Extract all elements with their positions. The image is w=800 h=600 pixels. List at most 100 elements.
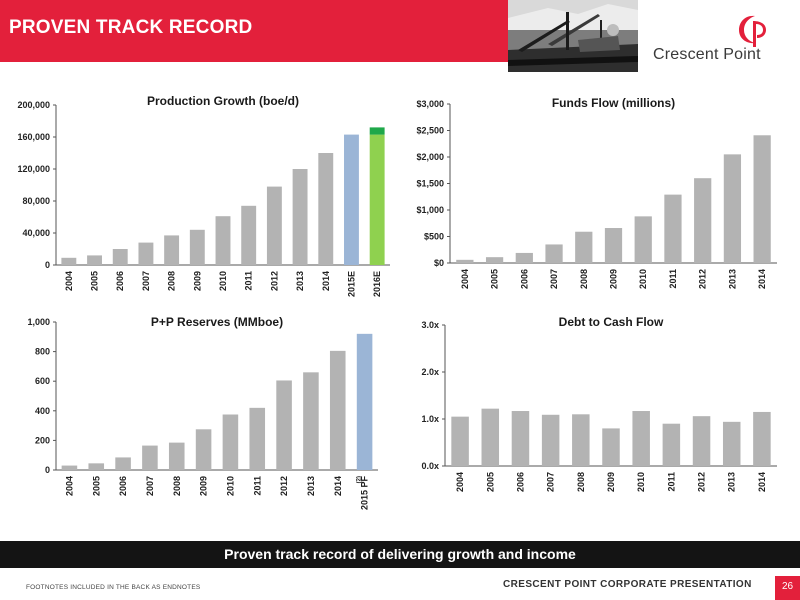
presentation-label: CRESCENT POINT CORPORATE PRESENTATION <box>503 579 752 590</box>
x-tick-label: 2007 <box>549 269 559 289</box>
bar <box>456 259 474 263</box>
bar <box>694 178 712 263</box>
x-tick-label: 2009 <box>192 271 202 291</box>
x-tick-label: 2013 <box>727 269 737 289</box>
x-tick-label: 2007 <box>145 476 155 496</box>
x-tick-label: 2012 <box>269 271 279 291</box>
header-photo <box>508 0 638 72</box>
bar <box>632 411 650 466</box>
x-tick-label: 2013 <box>306 476 316 496</box>
bar-stack-top <box>369 127 385 135</box>
page-number-box: 26 <box>775 576 800 600</box>
x-tick-label: 2008 <box>172 476 182 496</box>
x-tick-label: 2005 <box>490 269 500 289</box>
x-tick-label: 2006 <box>519 269 529 289</box>
chart-title: P+P Reserves (MMboe) <box>151 315 283 329</box>
x-tick-label: 2008 <box>579 269 589 289</box>
y-tick-label: 80,000 <box>22 196 50 206</box>
bar <box>249 407 266 470</box>
bar <box>303 372 319 470</box>
bar <box>515 252 533 263</box>
x-tick-label: 2009 <box>606 472 616 492</box>
reserves-chart: P+P Reserves (MMboe) 0 200 400 600 800 1,000 20… <box>18 308 398 538</box>
production-chart-svg: Production Growth (boe/d) 0 40,000 80,000 12… <box>17 94 390 297</box>
x-tick-label: 2014 <box>321 271 331 291</box>
bar <box>344 134 359 265</box>
y-tick-label: 0 <box>45 260 50 270</box>
y-tick-label: $3,000 <box>416 99 444 109</box>
x-tick-label: 2011 <box>244 271 254 291</box>
x-tick-label: 2008 <box>576 472 586 492</box>
oil-rig-photo-image <box>508 0 638 72</box>
y-tick-label: $2,500 <box>416 126 444 136</box>
bar <box>575 231 593 263</box>
y-tick-label: 120,000 <box>17 164 50 174</box>
bar <box>541 414 560 466</box>
bar <box>692 416 711 466</box>
bar <box>604 228 623 263</box>
bar <box>318 153 334 265</box>
bar <box>356 333 373 470</box>
y-tick-label: 0 <box>45 465 50 475</box>
bar <box>168 442 185 470</box>
bar <box>241 205 257 265</box>
x-tick-label: 2013 <box>295 271 305 291</box>
reserves-chart-svg: P+P Reserves (MMboe) 0 200 400 600 800 1,000 20… <box>27 315 378 510</box>
bar <box>572 414 590 466</box>
x-tick-label: 2014 <box>757 472 767 492</box>
bar <box>222 414 239 470</box>
bar <box>485 257 504 263</box>
x-tick-label: 2011 <box>668 269 678 289</box>
bar <box>195 429 212 470</box>
bar <box>722 421 741 466</box>
header-bar: PROVEN TRACK RECORD <box>0 0 508 62</box>
y-tick-label: $500 <box>424 232 444 242</box>
banner-text: Proven track record of delivering growth… <box>224 546 576 562</box>
crescent-point-logo-icon <box>739 15 766 47</box>
y-tick-label: 200 <box>35 435 50 445</box>
y-tick-label: 400 <box>35 406 50 416</box>
y-tick-label: 1,000 <box>27 317 50 327</box>
x-tick-label: 2012 <box>698 269 708 289</box>
x-tick-label: 2007 <box>546 472 556 492</box>
bar <box>87 255 102 265</box>
x-tick-label: 2010 <box>638 269 648 289</box>
y-tick-label: $1,000 <box>416 205 444 215</box>
funds-chart-svg: Funds Flow (millions) $0 $500 $1,000 $1,500 $… <box>416 96 777 289</box>
x-tick-footnote-marker: (2) <box>357 476 363 483</box>
x-tick-label: 2014 <box>757 269 767 289</box>
page-number: 26 <box>781 581 794 592</box>
bar <box>329 350 346 470</box>
x-tick-label: 2004 <box>64 476 74 496</box>
y-tick-label: 200,000 <box>17 100 50 110</box>
x-tick-label: 2008 <box>167 271 177 291</box>
footnote-text: FOOTNOTES INCLUDED IN THE BACK AS ENDNOT… <box>26 584 201 591</box>
bar <box>753 411 771 466</box>
bar <box>112 249 128 265</box>
y-tick-label: 40,000 <box>22 228 50 238</box>
page-title: PROVEN TRACK RECORD <box>9 17 253 38</box>
y-tick-label: 0.0x <box>421 461 439 471</box>
x-tick-label: 2005 <box>91 476 101 496</box>
bar <box>276 380 292 470</box>
x-tick-label: 2012 <box>697 472 707 492</box>
x-tick-label: 2009 <box>199 476 209 496</box>
bar <box>723 154 742 263</box>
bar <box>662 423 681 466</box>
x-tick-label: 2005 <box>485 472 495 492</box>
y-tick-label: 800 <box>35 347 50 357</box>
bar <box>664 194 682 263</box>
bar <box>634 216 652 263</box>
y-tick-label: 160,000 <box>17 132 50 142</box>
x-tick-label: 2010 <box>218 271 228 291</box>
bar <box>545 244 563 263</box>
bar <box>369 134 385 265</box>
x-tick-label: 2004 <box>460 269 470 289</box>
x-tick-label: 2013 <box>727 472 737 492</box>
x-tick-label: 2016E <box>372 271 382 297</box>
x-tick-label: 2009 <box>609 269 619 289</box>
production-growth-chart: Production Growth (boe/d) 0 40,000 80,000 12… <box>17 90 398 315</box>
bar <box>142 445 158 470</box>
chart-title: Debt to Cash Flow <box>559 315 664 329</box>
y-tick-label: 600 <box>35 376 50 386</box>
